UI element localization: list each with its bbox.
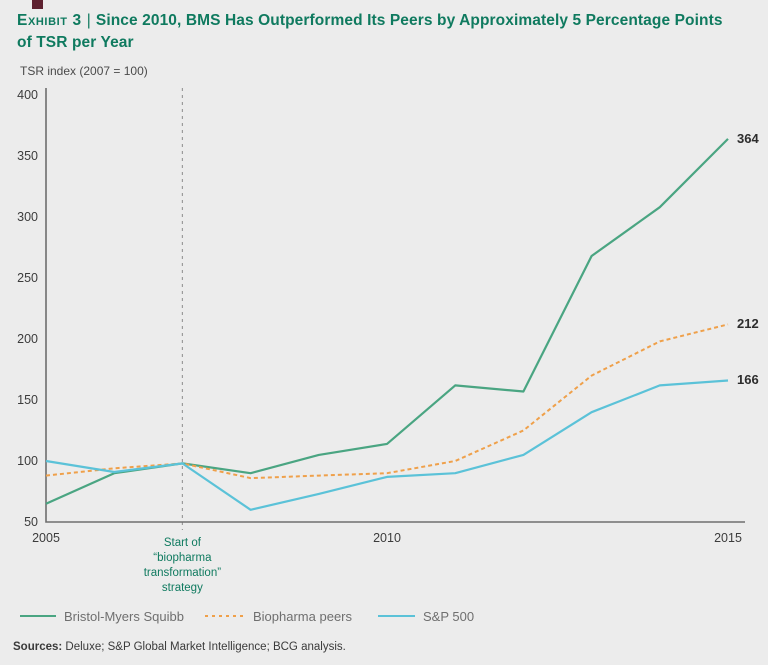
- annotation-label-line: Start of: [163, 537, 201, 549]
- annotation-label: Start of “biopharma transformation” strateg…: [107, 536, 257, 596]
- legend-item-sp500: S&P 500: [378, 606, 474, 626]
- series-line-bristol-myers-squibb: [45, 138, 729, 505]
- legend-item-biopharma-peers: Biopharma peers: [205, 606, 352, 626]
- series-line-biopharma-peers: [45, 323, 729, 480]
- y-axis-tick-label: 50: [24, 515, 38, 529]
- legend-item-bristol-myers-squibb: Bristol-Myers Squibb: [20, 606, 184, 626]
- y-axis-tick-label: 300: [17, 210, 38, 224]
- annotation-label-line: transformation”: [143, 567, 222, 579]
- chart-legend: Bristol-Myers Squibb Biopharma peers S&P…: [0, 606, 768, 626]
- title-line-1: Exhibit 3 | Since 2010, BMS Has Outperform…: [17, 10, 757, 32]
- solid-line-swatch-icon: [20, 615, 56, 617]
- title-separator: |: [86, 12, 91, 29]
- corner-mark: [32, 0, 43, 9]
- y-axis-tick-label: 100: [17, 454, 38, 468]
- axes: [45, 88, 745, 523]
- y-axis-tick-label: 400: [17, 88, 38, 102]
- end-value-label-s-p-500: 166: [737, 372, 759, 388]
- x-axis-tick-label: 2015: [714, 531, 742, 545]
- x-axis-tick-label: 2010: [373, 531, 401, 545]
- legend-label: S&P 500: [423, 608, 475, 624]
- sources-note: Sources: Deluxe; S&P Global Market Intel…: [13, 641, 346, 653]
- sources-text: Deluxe; S&P Global Market Intelligence; …: [65, 641, 346, 653]
- y-axis-unit-label: TSR index (2007 = 100): [20, 64, 148, 78]
- legend-label: Biopharma peers: [253, 608, 352, 624]
- end-value-label-bristol-myers-squibb: 364: [737, 130, 759, 146]
- sources-label: Sources:: [13, 641, 63, 653]
- y-axis-tick-label: 250: [17, 271, 38, 285]
- legend-label: Bristol-Myers Squibb: [64, 608, 184, 624]
- y-axis-tick-label: 150: [17, 393, 38, 407]
- annotation-label-line: strategy: [161, 582, 203, 594]
- y-axis-tick-label: 350: [17, 149, 38, 163]
- end-value-label-biopharma-peers: 212: [737, 316, 759, 332]
- solid-line-swatch-icon: [378, 615, 415, 617]
- annotation-label-line: “biopharma: [153, 552, 212, 564]
- title-line-2: of TSR per Year: [17, 33, 134, 51]
- page-title: Exhibit 3 | Since 2010, BMS Has Outperform…: [17, 10, 757, 53]
- dotted-line-swatch-icon: [205, 615, 245, 617]
- x-axis-tick-label: 2005: [32, 531, 60, 545]
- y-axis-tick-label: 200: [17, 332, 38, 346]
- title-text: Since 2010, BMS Has Outperformed Its Pee…: [95, 12, 723, 29]
- series-line-s-p-500: [45, 379, 729, 511]
- exhibit-number-label: Exhibit 3: [17, 12, 82, 29]
